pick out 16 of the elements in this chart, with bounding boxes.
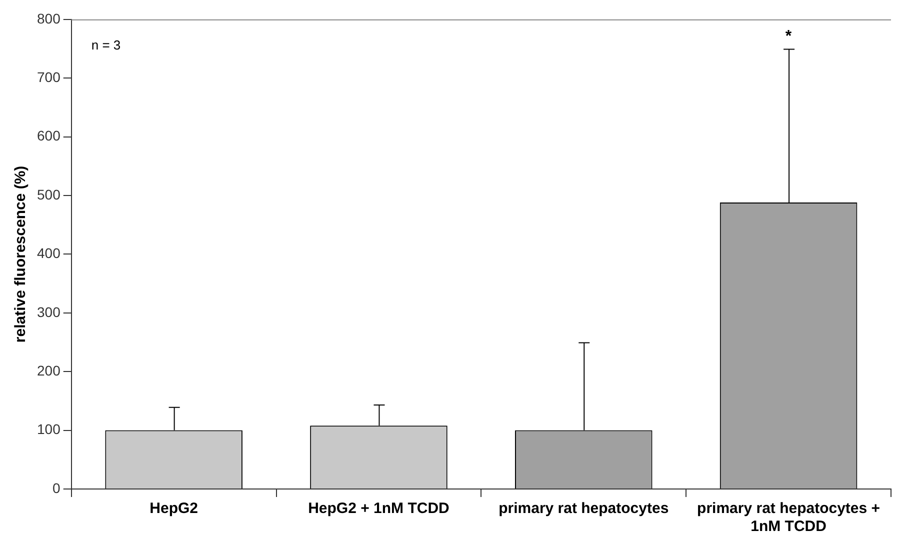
y-axis-title: relative fluorescence (%) — [12, 166, 30, 343]
y-tick-label: 800 — [37, 10, 61, 26]
y-tick-label: 200 — [37, 362, 61, 378]
y-tick-label: 500 — [37, 186, 61, 202]
x-tick-label: HepG2 + 1nM TCDD — [308, 500, 450, 518]
x-tick-label: HepG2 — [150, 500, 198, 518]
annotation: n = 3 — [91, 37, 121, 52]
y-tick-label: 300 — [37, 304, 61, 320]
y-tick-label: 600 — [37, 128, 61, 144]
y-tick-label: 0 — [52, 480, 61, 496]
x-tick-label: primary rat hepatocytes — [498, 500, 669, 518]
y-tick-label: 700 — [37, 68, 61, 85]
annotation: * — [785, 28, 792, 46]
x-tick-label: primary rat hepatocytes + 1nM TCDD — [697, 500, 880, 536]
y-tick-label: 400 — [37, 245, 61, 262]
y-tick-label: 100 — [37, 421, 61, 438]
